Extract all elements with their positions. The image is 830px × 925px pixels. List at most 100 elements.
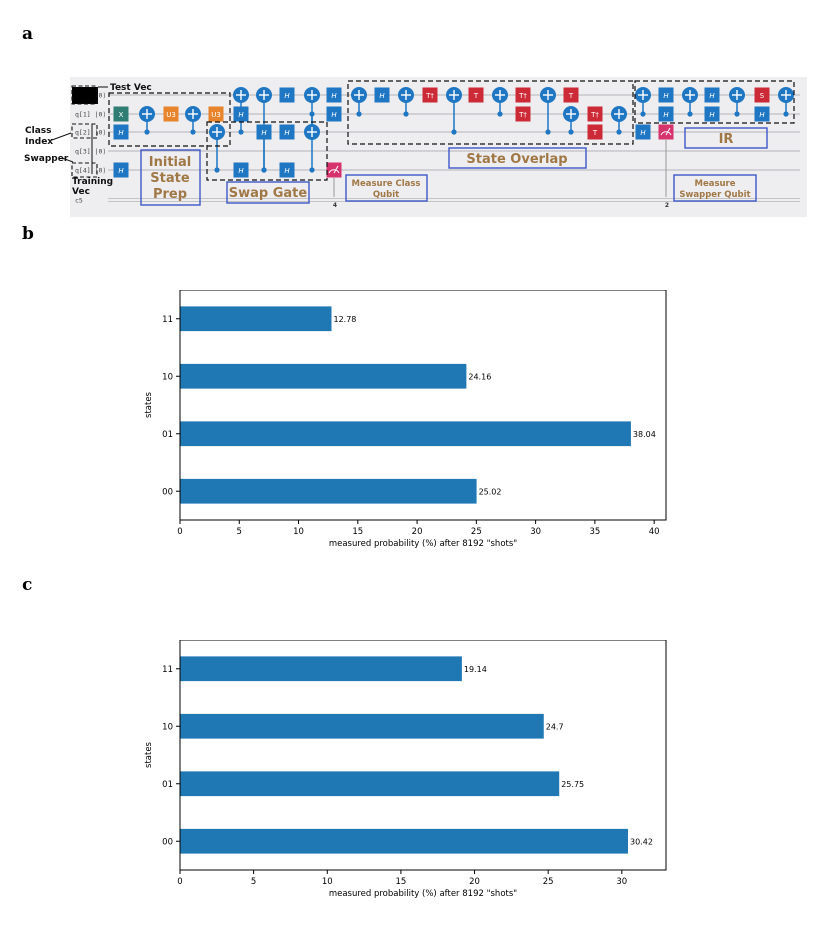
qubit-label: q[2] |0⟩ [75, 129, 106, 137]
h-gate [374, 87, 390, 103]
chart-b-x-axis-label: measured probability (%) after 8192 "sho… [329, 539, 517, 549]
panel-label-c: c [22, 575, 33, 595]
test-vec-bracket [72, 87, 98, 104]
chart-b-xtick-label-30: 30 [530, 527, 541, 537]
chart-c-data-label-00: 30.42 [630, 837, 653, 846]
ir-label: IR [719, 132, 734, 147]
chart-c-xtick-label-25: 25 [543, 877, 554, 887]
control-dot [190, 129, 196, 135]
swapper-arrow [61, 157, 74, 163]
swapper-label: Swapper [24, 154, 69, 164]
chart-b-xtick-label-20: 20 [412, 527, 423, 537]
control-dot [214, 167, 220, 173]
h-gate [233, 162, 249, 178]
quantum-circuit-diagram: q[0] |0⟩q[1] |0⟩q[2] |0⟩q[3] |0⟩q[4] |0⟩… [24, 77, 807, 217]
h-gate [658, 106, 674, 122]
chart-b-bar-01 [180, 421, 631, 447]
h-gate-label: H [379, 92, 385, 100]
chart-c-ytick-label-01: 01 [162, 780, 173, 790]
h-gate-label: H [284, 129, 290, 137]
t-gate-label: T [473, 92, 479, 100]
h-gate-label: H [284, 167, 290, 175]
bar-chart-c: 30.42 00 25.75 01 24.7 10 19.14 11 0 5 10 15 20 25 30 m… [144, 640, 667, 899]
swap-gate-box [226, 181, 310, 204]
chart-b-ytick-label-01: 01 [162, 430, 173, 440]
h-gate [113, 124, 129, 140]
measure-arc [660, 131, 672, 136]
h-gate-label: H [759, 111, 765, 119]
qubit-label: q[4] |0⟩ [75, 167, 106, 175]
h-gate-label: H [118, 167, 124, 175]
control-dot [497, 111, 503, 117]
chart-b-y-axis-label: states [144, 391, 154, 418]
tdg-gate-label: T† [425, 92, 434, 100]
chart-c-bar-01 [180, 771, 560, 797]
control-dot [734, 111, 740, 117]
measure-class-box [345, 174, 428, 202]
chart-b-data-label-11: 12.78 [333, 315, 356, 324]
ir-box [684, 127, 768, 149]
tdg-gate [587, 106, 603, 122]
control-dot [403, 111, 409, 117]
training-vec-label: Training Vec [72, 177, 113, 197]
classical-bit-label: 4 [333, 202, 337, 209]
chart-c-data-label-10: 24.7 [546, 722, 564, 731]
tdg-gate [515, 87, 531, 103]
h-gate-label: H [238, 111, 244, 119]
chart-c-ytick-label-10: 10 [162, 722, 173, 732]
chart-b-xtick-label-0: 0 [177, 527, 182, 537]
measure-arc [328, 169, 340, 174]
t-gate [563, 87, 579, 103]
control-dot [545, 129, 551, 135]
state-overlap-group [347, 80, 634, 145]
h-gate [326, 106, 342, 122]
chart-c-data-label-11: 19.14 [464, 665, 487, 674]
control-dot [309, 111, 315, 117]
qubit-label: c5 [75, 197, 83, 205]
h-gate-label: H [663, 92, 669, 100]
chart-c-bar-10 [180, 713, 544, 739]
h-gate [233, 106, 249, 122]
measure-class-label: Measure Class Qubit [352, 179, 421, 200]
x-gate [113, 106, 129, 122]
u3-gate [163, 106, 179, 122]
s-gate-label: S [760, 92, 765, 100]
control-dot [783, 111, 789, 117]
chart-c-xtick-label-5: 5 [251, 877, 256, 887]
class-index-label: Class Index [25, 126, 53, 147]
chart-c-y-axis-label: states [144, 741, 154, 768]
control-dot [687, 111, 693, 117]
h-gate [704, 106, 720, 122]
chart-c-xtick-label-15: 15 [395, 877, 406, 887]
initial-state-prep-group [108, 92, 231, 147]
measure-swapper-box [673, 174, 757, 202]
tdg-gate [422, 87, 438, 103]
s-gate [754, 87, 770, 103]
t-gate-label: T [568, 92, 574, 100]
classical-bit-label: 2 [665, 202, 669, 209]
control-dot [238, 129, 244, 135]
chart-b-bar-11 [180, 306, 332, 332]
initial-state-prep-box [140, 149, 201, 206]
chart-b-ytick-label-00: 00 [162, 487, 173, 497]
chart-c-bar-11 [180, 656, 462, 682]
measure-swapper-label: Measure Swapper Qubit [679, 179, 750, 200]
h-gate-label: H [709, 111, 715, 119]
panel-label-a: a [22, 24, 34, 44]
h-gate [279, 87, 295, 103]
h-gate-label: H [331, 111, 337, 119]
h-gate-label: H [238, 167, 244, 175]
chart-c-bar-00 [180, 828, 629, 854]
chart-b-data-label-00: 25.02 [479, 487, 502, 496]
ir-group [634, 80, 795, 124]
state-overlap-label: State Overlap [466, 152, 567, 167]
h-gate [704, 87, 720, 103]
chart-c-ytick-label-11: 11 [162, 665, 173, 675]
initial-state-prep-label: Initial State Prep [149, 155, 191, 202]
chart-c-xtick-label-0: 0 [177, 877, 182, 887]
chart-c-x-axis-label: measured probability (%) after 8192 "sho… [329, 889, 517, 899]
h-gate-label: H [284, 92, 290, 100]
panel-label-b: b [22, 224, 34, 244]
chart-b-axes-frame [179, 290, 667, 521]
chart-c-xtick-label-20: 20 [469, 877, 480, 887]
